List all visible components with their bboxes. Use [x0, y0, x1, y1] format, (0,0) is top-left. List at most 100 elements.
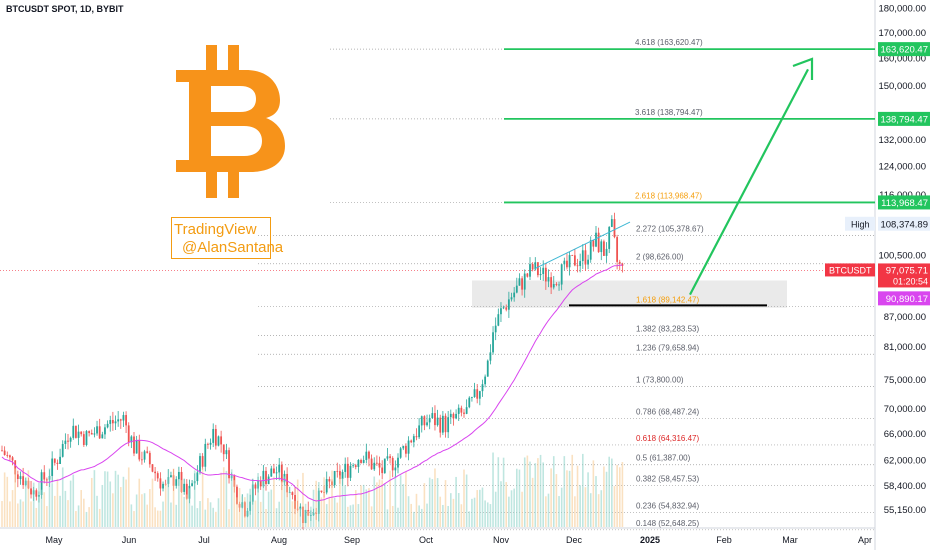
volume-bar [257, 473, 259, 527]
candle-body [254, 484, 257, 489]
candle-body [336, 470, 339, 472]
candle-body [539, 273, 542, 276]
volume-bar [196, 508, 199, 527]
candle-body [555, 284, 558, 285]
price-axis-tick: 180,000.00 [878, 4, 926, 15]
fib-axis-badge [878, 42, 930, 57]
volume-bar [362, 484, 365, 527]
volume-bar [27, 470, 30, 527]
candle-body [19, 476, 22, 480]
candle-body [589, 240, 592, 260]
fib-level-label: 0.786 (68,487.24) [636, 407, 699, 416]
volume-bar [312, 489, 315, 527]
volume-bar [193, 470, 196, 527]
volume-bar [46, 506, 48, 527]
candle-body [61, 443, 64, 457]
candle-body [502, 307, 505, 309]
volume-bar [315, 480, 317, 527]
volume-bar [415, 493, 418, 527]
volume-bar [59, 495, 61, 527]
volume-bar [613, 486, 616, 527]
volume-bar [96, 495, 98, 527]
volume-bar [510, 490, 513, 527]
candle-body [481, 384, 484, 392]
candle-body [51, 458, 54, 476]
volume-bar [611, 458, 613, 527]
volume-bar [120, 487, 122, 527]
volume-bar [618, 467, 621, 527]
candle-body [339, 471, 341, 479]
volume-bar [270, 489, 273, 527]
fib-level-label: 0.5 (61,387.00) [636, 454, 691, 463]
volume-bar [605, 471, 608, 527]
volume-bar [500, 481, 502, 527]
watermark: TradingView @AlanSantana [171, 217, 283, 259]
candle-body [111, 420, 114, 424]
candle-body [463, 412, 465, 414]
volume-bars [1, 452, 624, 527]
candle-body [196, 472, 199, 482]
volume-bar [360, 485, 362, 527]
volume-bar [455, 476, 457, 527]
candle-body [159, 478, 162, 489]
candle-body [125, 415, 127, 426]
candle-body [130, 436, 133, 443]
candle-body [412, 436, 415, 443]
candle-body [550, 277, 553, 288]
price-axis-tick: 170,000.00 [878, 28, 926, 39]
candle-body [537, 262, 539, 276]
candle-body [275, 472, 278, 474]
price-axis-tick: 100,500.00 [878, 251, 926, 262]
volume-bar [323, 477, 325, 527]
candle-body [415, 436, 418, 438]
volume-bar [233, 480, 236, 527]
candle-body [109, 420, 112, 424]
candle-body [444, 415, 447, 433]
candle-body [72, 425, 75, 438]
volume-bar [560, 487, 563, 527]
volume-bar [178, 480, 180, 527]
candle-body [80, 431, 83, 435]
candle-body [151, 464, 154, 472]
volume-bar [442, 504, 444, 527]
volume-bar [67, 500, 69, 527]
volume-bar [1, 501, 3, 527]
volume-bar [571, 454, 574, 527]
current-price-value: 97,075.71 [886, 265, 928, 276]
volume-bar [616, 464, 618, 527]
fib-level-label: 1.618 (89,142.47) [636, 296, 699, 305]
price-axis-tick: 55,150.00 [884, 505, 926, 516]
volume-bar [244, 497, 246, 527]
volume-bar [476, 490, 478, 527]
candle-body [191, 483, 193, 486]
volume-bar [114, 470, 117, 527]
volume-bar [325, 504, 328, 527]
volume-bar [410, 503, 412, 527]
candle-body [1, 450, 3, 452]
candle-body [141, 459, 143, 461]
candle-body [436, 417, 439, 426]
volume-bar [141, 494, 143, 527]
volume-bar [267, 491, 270, 527]
volume-bar [447, 505, 449, 527]
volume-bar [542, 462, 544, 527]
volume-bar [318, 482, 320, 527]
candle-body [127, 425, 130, 443]
volume-bar [104, 471, 106, 527]
candle-body [328, 479, 331, 482]
volume-bar [296, 479, 299, 527]
candle-body [523, 273, 526, 290]
volume-bar [402, 484, 405, 527]
fib-axis-badge [878, 195, 930, 210]
candle-body [368, 451, 370, 459]
candle-body [333, 470, 336, 486]
candle-body [6, 455, 9, 456]
volume-bar [537, 458, 539, 527]
candle-body [407, 440, 410, 454]
fib-level-label: 1.236 (79,658.94) [636, 343, 699, 352]
volume-bar [381, 480, 383, 527]
candle-body [529, 264, 531, 277]
volume-bar [426, 503, 428, 527]
